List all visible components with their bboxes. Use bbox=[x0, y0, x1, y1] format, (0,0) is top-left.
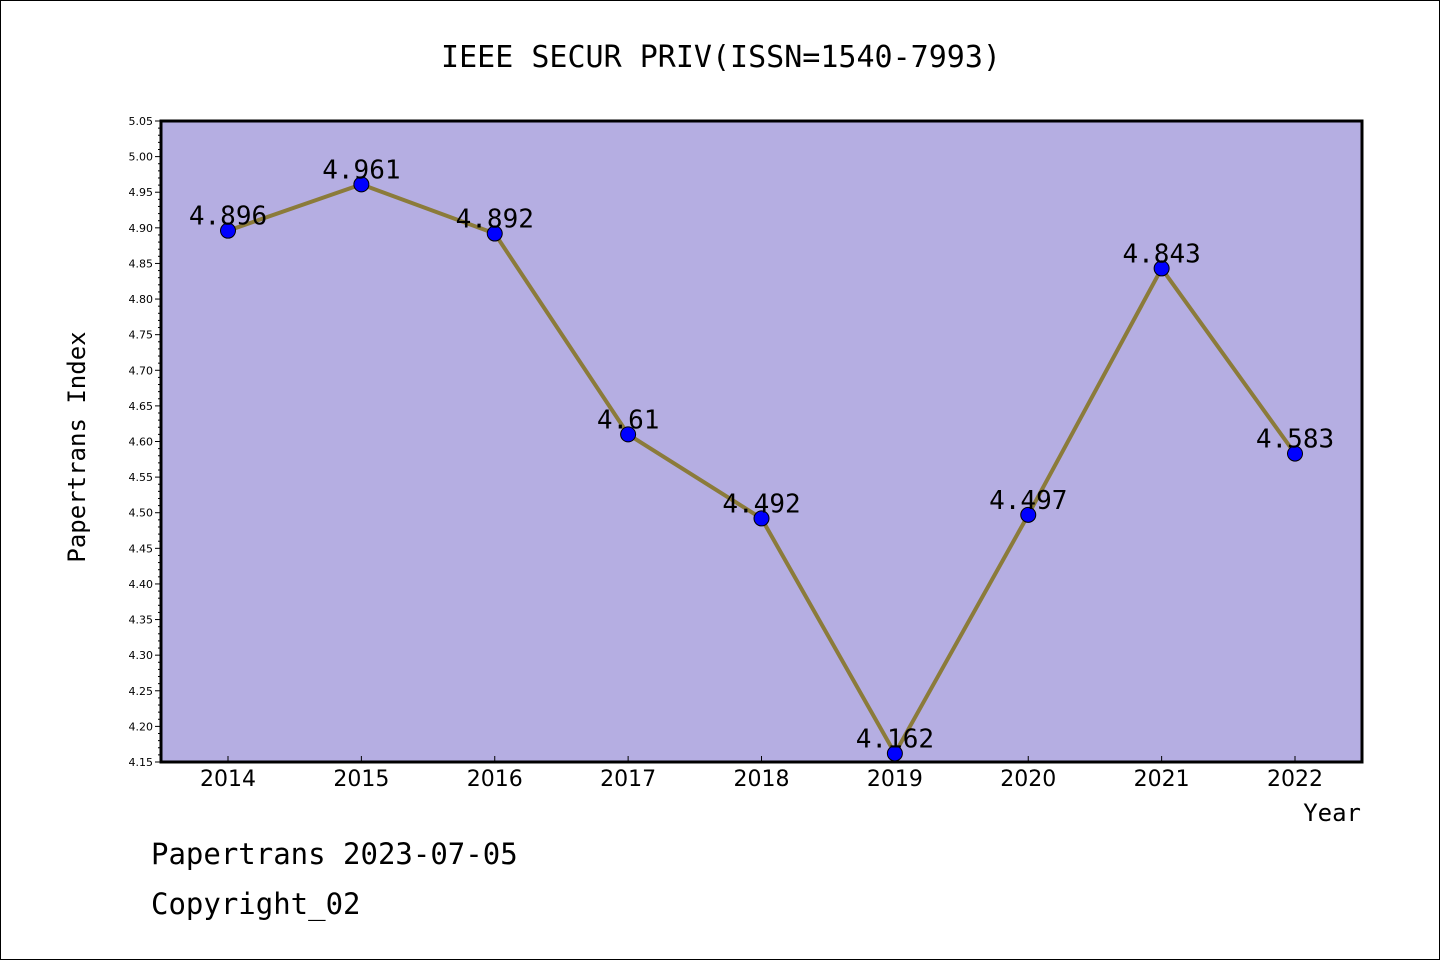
data-point bbox=[1153, 260, 1170, 277]
x-tick-label: 2022 bbox=[1267, 767, 1323, 792]
y-tick-label: 4.20 bbox=[129, 720, 154, 733]
y-tick-label: 4.80 bbox=[129, 293, 154, 306]
data-point bbox=[353, 176, 370, 193]
y-tick-label: 4.45 bbox=[129, 542, 154, 555]
data-label: 4.896 bbox=[189, 202, 267, 232]
y-tick-label: 4.40 bbox=[129, 578, 154, 591]
y-axis-label: Papertrans Index bbox=[63, 331, 91, 562]
data-label: 4.583 bbox=[1256, 425, 1334, 455]
y-tick-label: 5.05 bbox=[129, 115, 154, 128]
data-point bbox=[1287, 445, 1303, 462]
data-point bbox=[886, 745, 903, 762]
y-tick-label: 4.35 bbox=[129, 614, 154, 627]
plot-area bbox=[159, 119, 1364, 764]
y-tick-label: 4.65 bbox=[129, 400, 154, 413]
y-tick-label: 4.60 bbox=[129, 436, 154, 449]
chart-title: IEEE SECUR PRIV(ISSN=1540-7993) bbox=[441, 40, 1001, 75]
y-tick-label: 4.25 bbox=[129, 685, 154, 698]
data-labels: 4.896 4.961 4.892 4.61 4.492 4.162 4.497 4.843 4… bbox=[189, 155, 1334, 754]
data-point bbox=[753, 510, 770, 527]
x-tick-label: 2015 bbox=[333, 767, 389, 792]
y-tick-label: 4.15 bbox=[129, 756, 154, 769]
y-tick-label: 4.70 bbox=[129, 364, 154, 377]
footer-copyright: Copyright_02 bbox=[151, 887, 361, 921]
data-point bbox=[1020, 506, 1037, 523]
x-axis-label: Year bbox=[1303, 799, 1361, 827]
data-point bbox=[220, 222, 236, 239]
y-tick-label: 4.55 bbox=[129, 471, 154, 484]
x-tick-label: 2014 bbox=[200, 767, 256, 792]
data-label: 4.843 bbox=[1122, 239, 1200, 269]
footer-date: Papertrans 2023-07-05 bbox=[151, 837, 518, 871]
x-tick-label: 2021 bbox=[1134, 767, 1190, 792]
y-tick-label: 4.90 bbox=[129, 222, 154, 235]
x-tick-label: 2018 bbox=[734, 767, 790, 792]
data-label: 4.892 bbox=[456, 205, 534, 235]
data-label: 4.492 bbox=[722, 489, 800, 519]
data-label: 4.61 bbox=[597, 405, 660, 435]
data-label: 4.961 bbox=[322, 155, 400, 185]
y-tick-label: 4.75 bbox=[129, 329, 154, 342]
x-axis: 2014 2015 2016 2017 2018 2019 2020 2021 2022 bbox=[200, 756, 1323, 792]
data-point bbox=[620, 426, 637, 443]
x-tick-label: 2020 bbox=[1000, 767, 1056, 792]
data-point bbox=[486, 225, 503, 242]
y-tick-label: 4.30 bbox=[129, 649, 154, 662]
data-label: 4.497 bbox=[989, 486, 1067, 516]
y-axis: 4.15 4.20 4.25 4.30 4.35 4.40 4.45 4.50 4.55 4.60… bbox=[129, 115, 161, 769]
y-tick-label: 4.85 bbox=[129, 257, 154, 270]
y-tick-label: 4.95 bbox=[129, 186, 154, 199]
series-line bbox=[220, 176, 1303, 762]
x-tick-label: 2016 bbox=[467, 767, 523, 792]
data-label: 4.162 bbox=[856, 724, 934, 754]
y-tick-label: 4.50 bbox=[129, 507, 154, 520]
y-tick-label: 5.00 bbox=[129, 151, 154, 164]
x-tick-label: 2019 bbox=[867, 767, 923, 792]
x-tick-label: 2017 bbox=[600, 767, 656, 792]
